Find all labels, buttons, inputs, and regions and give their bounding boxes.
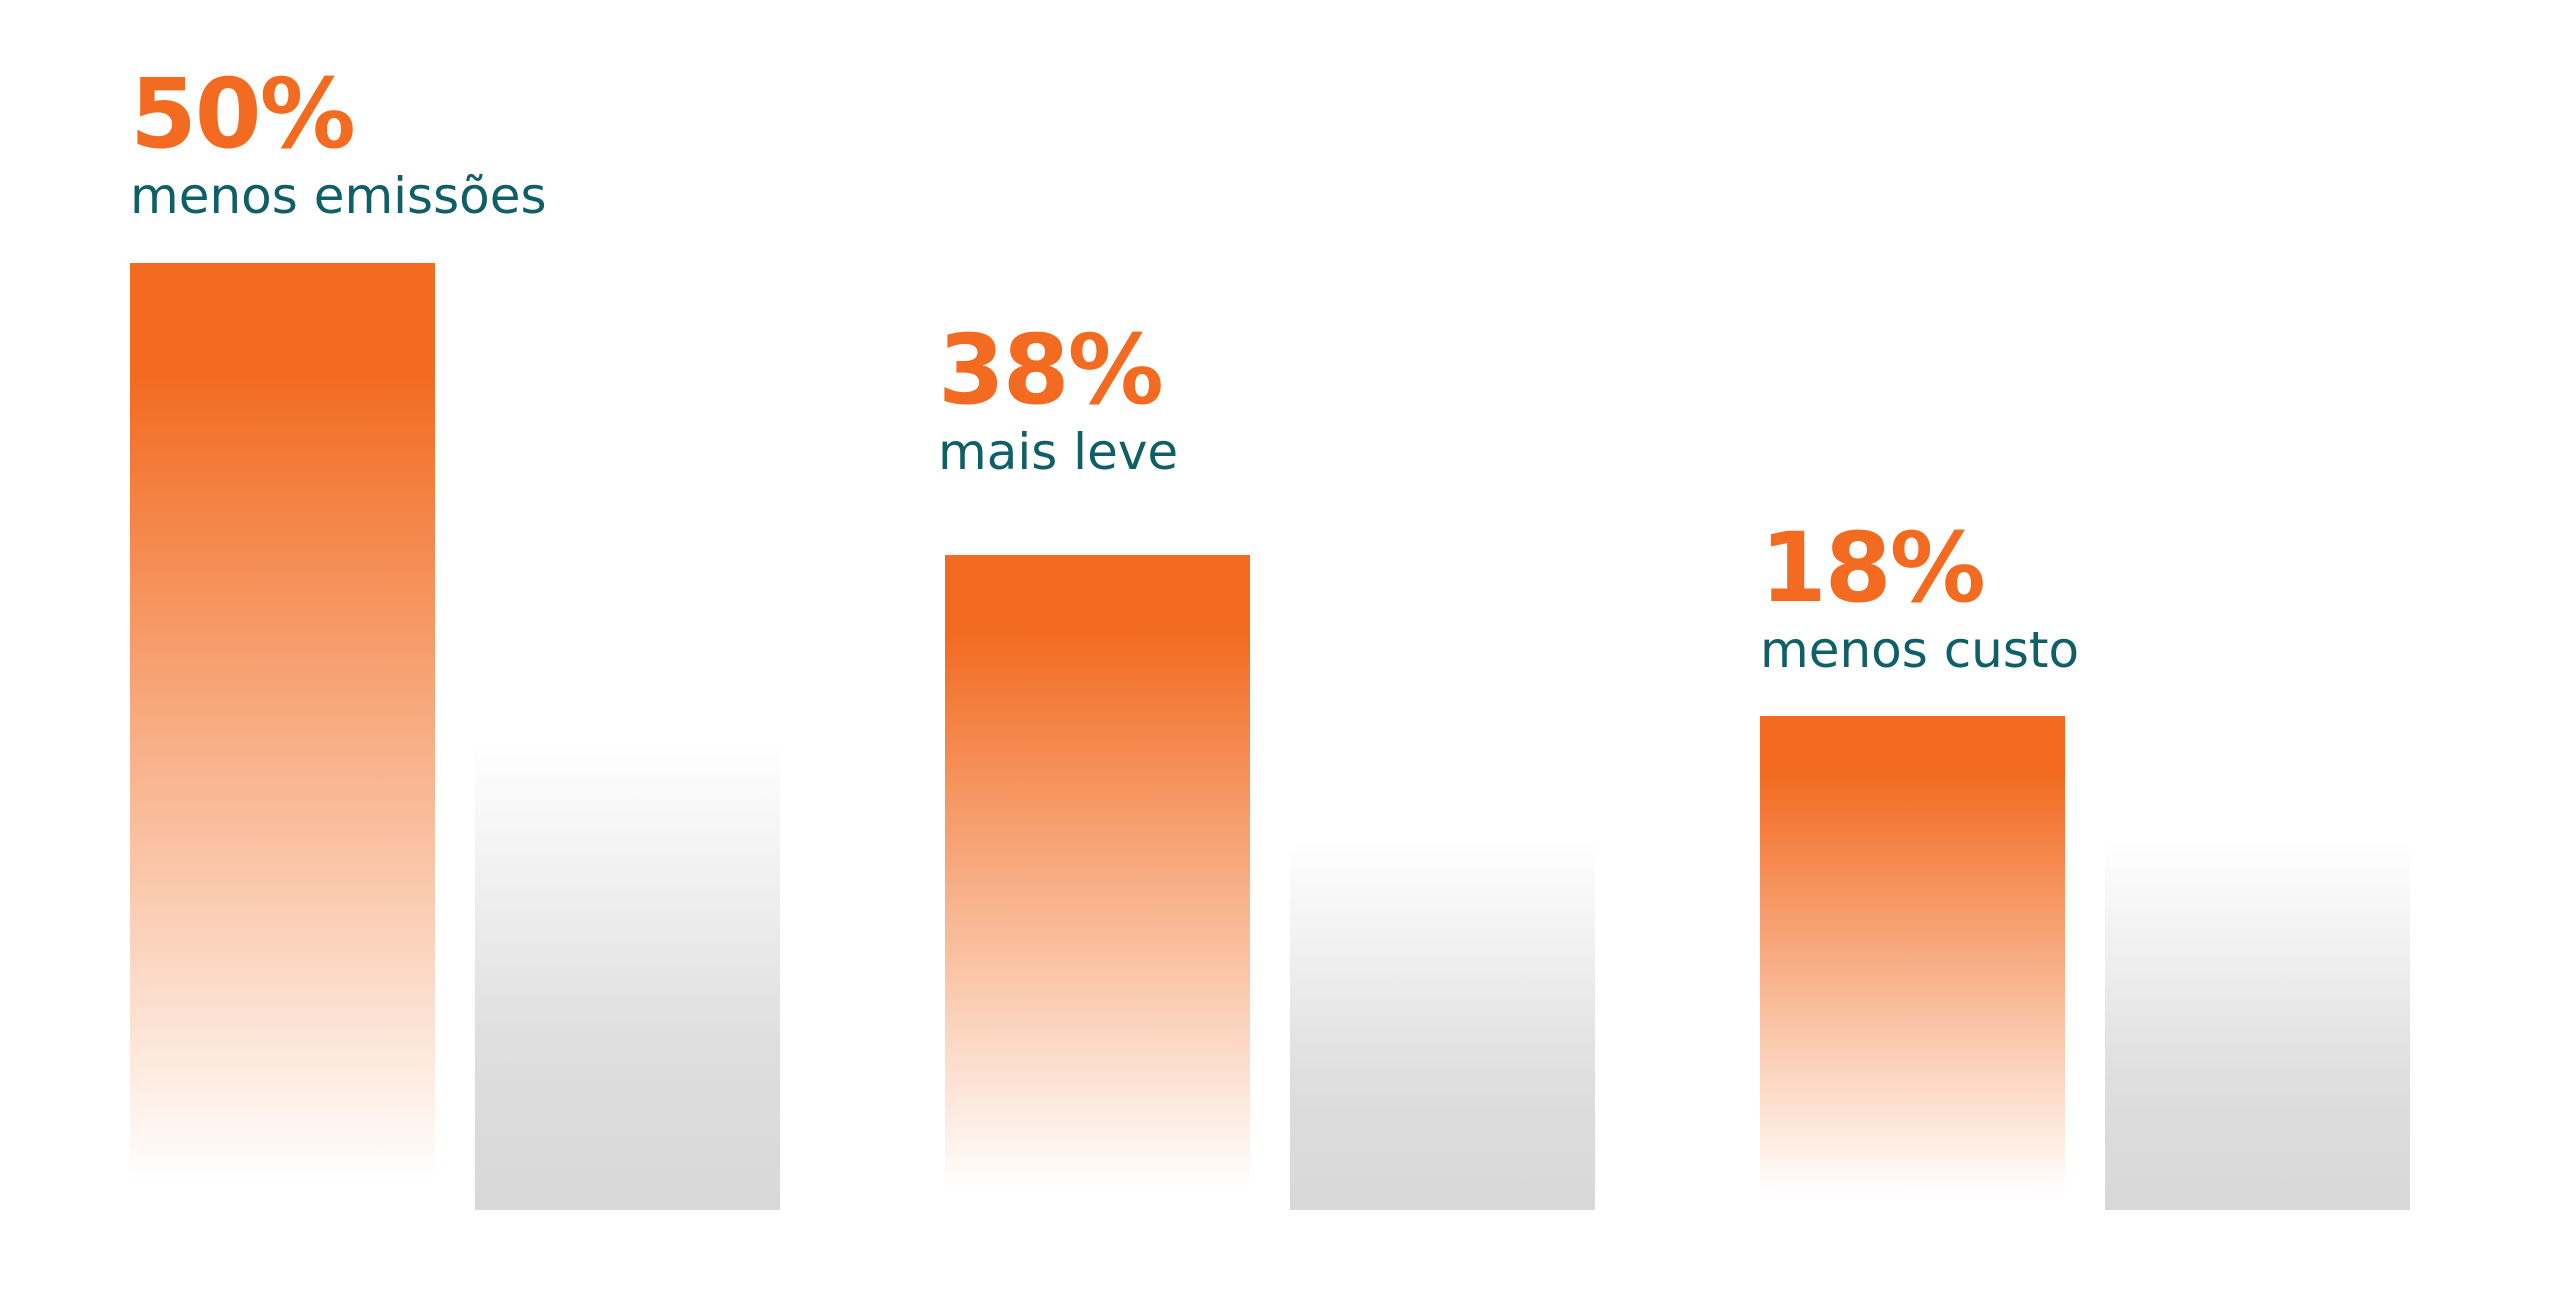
group-label-0: 50% menos emissões [130, 62, 547, 226]
bar-highlight-1 [945, 555, 1250, 1210]
category-label: menos custo [1760, 621, 2080, 679]
bar-comparison-0 [475, 740, 780, 1210]
bar-highlight-0 [130, 263, 435, 1210]
group-label-2: 18% menos custo [1760, 516, 2079, 680]
bar-comparison-1 [1290, 840, 1595, 1210]
value-label: 38% [938, 314, 1164, 426]
bar-highlight-2 [1760, 716, 2065, 1210]
bar-comparison-2 [2105, 840, 2410, 1210]
value-label: 18% [1760, 512, 1986, 624]
group-label-1: 38% mais leve [938, 318, 1178, 482]
value-label: 50% [130, 58, 356, 170]
category-label: mais leve [938, 423, 1179, 481]
category-label: menos emissões [130, 167, 547, 225]
